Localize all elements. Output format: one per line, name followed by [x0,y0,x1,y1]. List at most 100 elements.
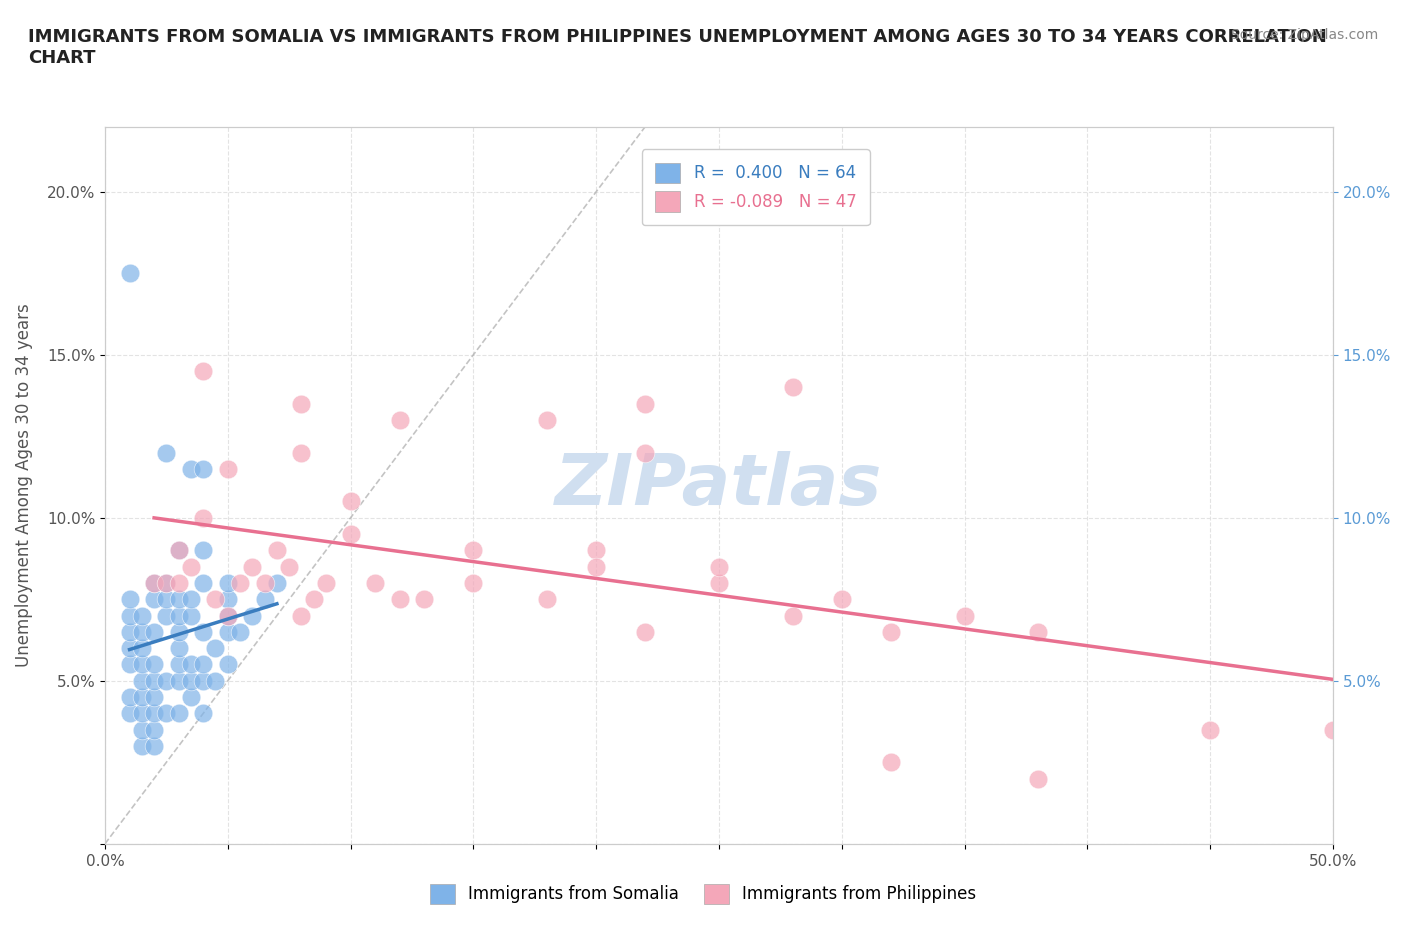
Point [364,576,387,591]
Point [634,396,657,411]
Point [143,576,166,591]
Point [167,591,190,606]
Point [155,673,177,688]
Point [167,576,190,591]
Point [155,591,177,606]
Point [240,559,263,574]
Point [131,690,153,705]
Legend: Immigrants from Somalia, Immigrants from Philippines: Immigrants from Somalia, Immigrants from… [422,875,984,912]
Point [585,559,607,574]
Point [118,690,141,705]
Point [180,461,202,476]
Point [143,690,166,705]
Point [118,641,141,656]
Point [880,624,903,639]
Point [118,266,141,281]
Point [413,591,436,606]
Point [131,723,153,737]
Point [204,591,226,606]
Point [131,706,153,721]
Point [193,706,215,721]
Point [217,657,239,671]
Point [180,559,202,574]
Text: IMMIGRANTS FROM SOMALIA VS IMMIGRANTS FROM PHILIPPINES UNEMPLOYMENT AMONG AGES 3: IMMIGRANTS FROM SOMALIA VS IMMIGRANTS FR… [28,28,1327,67]
Point [131,624,153,639]
Point [143,657,166,671]
Point [536,591,558,606]
Point [290,608,312,623]
Point [290,445,312,460]
Point [167,641,190,656]
Point [463,576,485,591]
Point [143,624,166,639]
Point [180,591,202,606]
Point [782,608,804,623]
Point [290,396,312,411]
Point [118,657,141,671]
Point [131,657,153,671]
Point [131,738,153,753]
Point [143,673,166,688]
Point [217,608,239,623]
Point [193,511,215,525]
Point [831,591,853,606]
Point [167,624,190,639]
Point [155,608,177,623]
Point [143,591,166,606]
Point [143,723,166,737]
Point [167,543,190,558]
Point [193,543,215,558]
Point [180,690,202,705]
Point [118,608,141,623]
Point [782,380,804,395]
Point [167,673,190,688]
Y-axis label: Unemployment Among Ages 30 to 34 years: Unemployment Among Ages 30 to 34 years [15,303,32,667]
Point [880,755,903,770]
Point [155,706,177,721]
Point [536,413,558,428]
Point [118,591,141,606]
Point [634,445,657,460]
Point [193,657,215,671]
Point [953,608,976,623]
Point [193,624,215,639]
Point [217,576,239,591]
Text: Source: ZipAtlas.com: Source: ZipAtlas.com [1230,28,1378,42]
Point [193,576,215,591]
Point [1026,771,1049,786]
Point [167,543,190,558]
Point [193,461,215,476]
Point [131,673,153,688]
Point [463,543,485,558]
Point [302,591,325,606]
Point [229,624,252,639]
Point [217,461,239,476]
Point [1026,624,1049,639]
Point [240,608,263,623]
Point [634,624,657,639]
Point [266,576,288,591]
Point [217,608,239,623]
Point [217,591,239,606]
Point [339,494,361,509]
Point [131,608,153,623]
Point [1322,723,1344,737]
Text: ZIPatlas: ZIPatlas [555,451,883,520]
Point [204,641,226,656]
Point [193,364,215,379]
Point [180,657,202,671]
Point [143,706,166,721]
Point [388,591,411,606]
Point [167,657,190,671]
Point [143,738,166,753]
Point [180,673,202,688]
Point [253,591,276,606]
Point [143,576,166,591]
Point [204,673,226,688]
Point [388,413,411,428]
Point [707,576,730,591]
Point [253,576,276,591]
Point [167,706,190,721]
Point [217,624,239,639]
Point [155,576,177,591]
